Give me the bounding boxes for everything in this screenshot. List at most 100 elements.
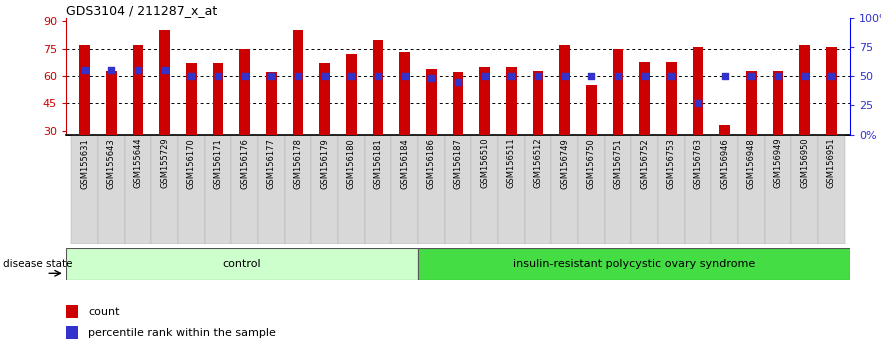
Text: GSM156171: GSM156171 [213, 138, 223, 189]
Point [264, 73, 278, 79]
Point [505, 73, 519, 79]
Text: GSM156763: GSM156763 [693, 138, 703, 189]
Point [344, 73, 359, 79]
Bar [373, 40, 383, 185]
Point [291, 73, 305, 79]
Text: GSM156177: GSM156177 [267, 138, 276, 189]
Bar [791, 135, 818, 244]
Bar [712, 135, 738, 244]
Bar [533, 71, 544, 185]
Bar [312, 135, 338, 244]
Bar [765, 135, 791, 244]
Bar [818, 135, 845, 244]
Bar [498, 135, 525, 244]
Bar [471, 135, 498, 244]
Point [104, 67, 118, 73]
Text: percentile rank within the sample: percentile rank within the sample [88, 328, 276, 338]
Bar [720, 125, 730, 185]
Bar [178, 135, 204, 244]
Bar [613, 49, 624, 185]
Bar [399, 52, 411, 185]
Bar [66, 248, 418, 280]
Text: GSM156752: GSM156752 [640, 138, 649, 189]
Text: GSM156186: GSM156186 [427, 138, 436, 189]
Text: count: count [88, 307, 120, 317]
Bar [292, 30, 303, 185]
Text: disease state: disease state [3, 259, 72, 269]
Point [718, 73, 732, 79]
Bar [799, 45, 811, 185]
Text: GSM156749: GSM156749 [560, 138, 569, 189]
Point [78, 67, 92, 73]
Text: GSM155643: GSM155643 [107, 138, 116, 189]
Text: GSM156187: GSM156187 [454, 138, 463, 189]
Bar [746, 71, 757, 185]
Point [318, 73, 332, 79]
Bar [365, 135, 391, 244]
Text: GSM156946: GSM156946 [721, 138, 729, 189]
Bar [391, 135, 418, 244]
Point [825, 73, 839, 79]
Bar [826, 47, 837, 185]
Bar [578, 135, 604, 244]
Point [371, 73, 385, 79]
Bar [240, 49, 250, 185]
Bar [666, 62, 677, 185]
Point [744, 73, 759, 79]
Point [691, 100, 705, 106]
Point [425, 76, 439, 81]
Bar [66, 326, 78, 339]
Point [451, 79, 465, 85]
Text: GSM155729: GSM155729 [160, 138, 169, 188]
Bar [186, 63, 196, 185]
Bar [525, 135, 552, 244]
Bar [204, 135, 232, 244]
Point [211, 73, 226, 79]
Bar [506, 67, 517, 185]
Point [238, 73, 252, 79]
Bar [212, 63, 224, 185]
Bar [159, 30, 170, 185]
Bar [266, 73, 277, 185]
Text: GSM156179: GSM156179 [321, 138, 329, 189]
Bar [479, 67, 490, 185]
Text: GSM156949: GSM156949 [774, 138, 782, 188]
Bar [106, 71, 117, 185]
Text: GSM156948: GSM156948 [747, 138, 756, 189]
Text: GSM156753: GSM156753 [667, 138, 676, 189]
Point [771, 73, 785, 79]
Bar [632, 135, 658, 244]
Point [531, 73, 545, 79]
Bar [320, 63, 330, 185]
Text: GSM156950: GSM156950 [800, 138, 810, 188]
Bar [559, 45, 570, 185]
Bar [418, 248, 850, 280]
Text: GSM156512: GSM156512 [534, 138, 543, 188]
Bar [285, 135, 312, 244]
Bar [658, 135, 685, 244]
Bar [445, 135, 471, 244]
Point [638, 73, 652, 79]
Bar [125, 135, 152, 244]
Bar [98, 135, 125, 244]
Bar [232, 135, 258, 244]
Point [478, 73, 492, 79]
Text: GSM156178: GSM156178 [293, 138, 302, 189]
Bar [66, 305, 78, 318]
Bar [586, 85, 596, 185]
Text: control: control [223, 259, 262, 269]
Bar [604, 135, 632, 244]
Bar [692, 47, 704, 185]
Text: GSM156511: GSM156511 [507, 138, 516, 188]
Bar [552, 135, 578, 244]
Bar [258, 135, 285, 244]
Bar [152, 135, 178, 244]
Text: GSM156176: GSM156176 [241, 138, 249, 189]
Text: insulin-resistant polycystic ovary syndrome: insulin-resistant polycystic ovary syndr… [513, 259, 755, 269]
Point [611, 73, 626, 79]
Text: GSM156170: GSM156170 [187, 138, 196, 189]
Text: GSM156750: GSM156750 [587, 138, 596, 189]
Bar [346, 54, 357, 185]
Point [397, 73, 411, 79]
Bar [71, 135, 98, 244]
